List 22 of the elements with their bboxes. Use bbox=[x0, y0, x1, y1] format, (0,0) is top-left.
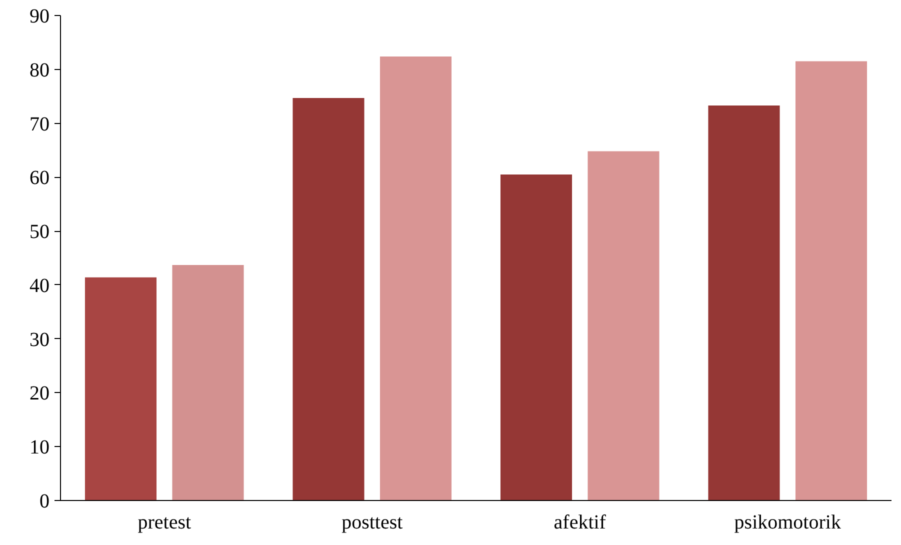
y-tick-label: 70 bbox=[30, 113, 50, 136]
y-tick-label: 30 bbox=[30, 328, 50, 351]
y-tick-label: 60 bbox=[30, 167, 50, 190]
y-tick-label: 20 bbox=[30, 382, 50, 405]
y-tick-label: 50 bbox=[30, 221, 50, 244]
y-tick-label: 0 bbox=[40, 490, 50, 512]
bar bbox=[380, 56, 452, 500]
y-tick-label: 40 bbox=[30, 274, 50, 297]
bar bbox=[588, 151, 660, 500]
bar bbox=[708, 105, 780, 500]
x-tick-label: psikomotorik bbox=[734, 512, 841, 534]
y-tick-label: 10 bbox=[30, 436, 50, 459]
x-tick-label: pretest bbox=[138, 512, 192, 534]
bar bbox=[84, 277, 157, 500]
x-tick-label: afektif bbox=[554, 512, 606, 534]
bar bbox=[172, 265, 244, 500]
y-tick-label: 90 bbox=[30, 6, 50, 28]
x-tick-label: posttest bbox=[342, 512, 404, 534]
bar bbox=[500, 174, 572, 500]
bar bbox=[292, 98, 364, 500]
bar bbox=[795, 61, 868, 500]
y-tick-label: 80 bbox=[30, 59, 50, 82]
